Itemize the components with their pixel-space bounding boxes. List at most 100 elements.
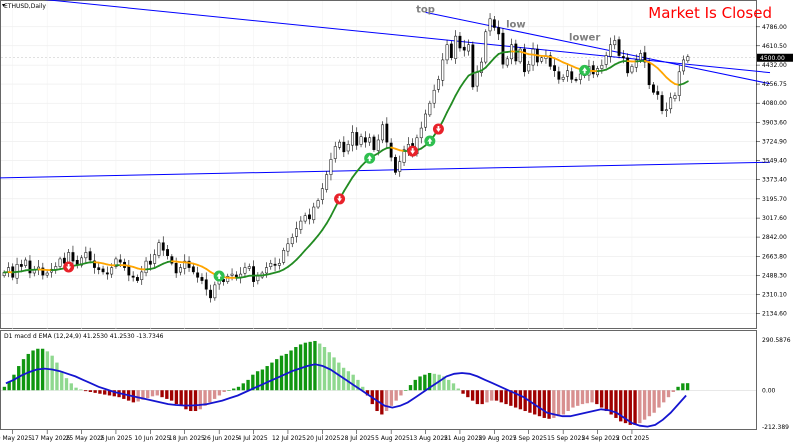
price-pane-frame: [0, 0, 757, 329]
candle-body: [643, 52, 647, 63]
candle: [286, 237, 290, 257]
buy-signal-icon[interactable]: [213, 270, 225, 282]
sell-signal-icon[interactable]: [63, 261, 75, 273]
arrow-up-icon: [216, 272, 222, 279]
macd-bar: [547, 390, 551, 419]
candle-body: [191, 266, 195, 273]
macd-bar: [499, 390, 503, 403]
sell-signal-icon[interactable]: [334, 193, 346, 205]
x-tick-label: 12 Jul 2025: [272, 435, 306, 442]
overlay-segment-up: [304, 244, 311, 252]
candle: [484, 29, 488, 65]
y-tick-label: 4786.00: [762, 24, 787, 31]
x-tick-label: 7 Sep 2025: [513, 435, 547, 442]
macd-bar: [103, 390, 107, 395]
candle-body: [566, 70, 569, 77]
candle-body: [561, 76, 565, 80]
candle: [273, 257, 277, 272]
candle-body: [669, 97, 673, 110]
overlay-segment-up: [325, 214, 332, 225]
candle-body: [462, 46, 466, 51]
macd-bar: [337, 362, 341, 391]
candle-body: [19, 264, 23, 267]
candle: [376, 134, 380, 156]
candle: [243, 262, 247, 278]
macd-bar: [580, 390, 585, 405]
candle-body: [136, 277, 139, 281]
macd-bar: [136, 390, 140, 402]
macd-bar: [566, 390, 570, 412]
macd-bar: [451, 383, 456, 391]
candle: [385, 117, 389, 149]
candle-body: [355, 132, 359, 146]
candle-body: [639, 53, 642, 61]
macd-bar: [88, 390, 93, 392]
annotation-label: top: [416, 4, 435, 15]
overlay-segment-up: [317, 229, 324, 237]
arrow-down-icon: [337, 195, 343, 202]
macd-bar: [2, 386, 7, 391]
candle: [338, 139, 341, 150]
macd-bar: [93, 390, 97, 393]
annotation-label: low: [506, 19, 526, 30]
candle: [497, 20, 501, 41]
overlay-segment-up: [446, 103, 453, 114]
price-axis[interactable]: 4786.00 4610.50 4432.00 4256.75 4080.00 3903.…: [756, 24, 793, 318]
macd-bar: [647, 390, 652, 417]
buy-signal-icon[interactable]: [424, 135, 436, 147]
candle: [368, 133, 372, 146]
overlay-segment-up: [441, 111, 448, 123]
macd-bar: [150, 390, 155, 397]
x-tick-label: 25 May 2025: [66, 435, 105, 442]
candle-body: [621, 56, 625, 59]
macd-bar: [466, 390, 470, 398]
candle: [604, 51, 608, 68]
candle: [114, 256, 118, 269]
candle-body: [686, 56, 690, 62]
candle-body: [118, 259, 122, 263]
macd-bar: [284, 353, 288, 391]
macd-bar: [60, 371, 64, 391]
y-tick-label: 3195.70: [762, 196, 787, 203]
candle-body: [127, 266, 131, 276]
sell-signal-icon[interactable]: [407, 145, 419, 157]
y-tick-label: 3549.40: [762, 158, 787, 165]
macd-bar: [671, 390, 675, 392]
buy-signal-icon[interactable]: [579, 64, 591, 76]
buy-signal-icon[interactable]: [364, 152, 376, 164]
candle: [282, 247, 286, 265]
candle-body: [432, 89, 436, 104]
macd-bar: [384, 390, 389, 412]
candle: [669, 92, 673, 114]
candle: [346, 140, 350, 155]
candle-body: [398, 161, 402, 172]
macd-bar: [50, 355, 54, 391]
macd-bar: [585, 390, 589, 404]
candle-body: [553, 65, 556, 71]
x-tick-label: 2 Oct 2025: [616, 435, 649, 442]
candle-body: [28, 260, 32, 274]
candle-body: [652, 84, 655, 93]
macd-bar: [542, 390, 546, 418]
sell-signal-icon[interactable]: [432, 123, 444, 135]
candle-body: [557, 71, 561, 80]
macd-bar: [12, 374, 16, 391]
x-tick-label: 18 Jun 2025: [169, 435, 205, 442]
overlay-segment-up: [287, 262, 294, 268]
macd-bar: [332, 357, 336, 391]
macd-bar: [361, 386, 365, 391]
candle-body: [265, 267, 268, 274]
macd-bar: [623, 390, 628, 424]
macd-bar: [318, 343, 322, 391]
candle-body: [58, 258, 62, 267]
dropdown-arrow-icon[interactable]: [2, 4, 5, 7]
candle-body: [273, 263, 277, 266]
candle: [652, 82, 655, 95]
candle-body: [316, 200, 320, 208]
macd-bar: [203, 390, 207, 406]
candle: [480, 57, 483, 77]
candle-body: [312, 206, 316, 221]
